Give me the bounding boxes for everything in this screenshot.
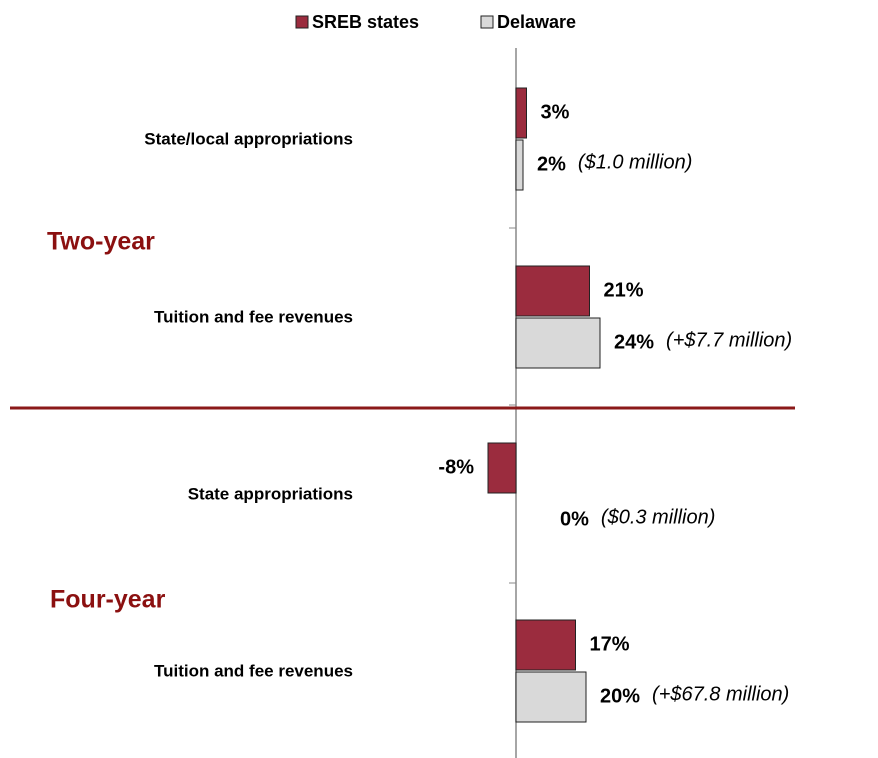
legend-label: SREB states <box>312 12 419 32</box>
value-label: 17% <box>590 633 630 655</box>
group-label: Four-year <box>50 586 166 614</box>
legend-label: Delaware <box>497 12 576 32</box>
category-label: Tuition and fee revenues <box>154 307 353 326</box>
group-label: Two-year <box>47 228 155 256</box>
bar <box>515 139 524 191</box>
category-label: State/local appropriations <box>144 129 353 148</box>
bar <box>515 265 590 317</box>
bar <box>515 317 601 369</box>
value-label: 20% <box>600 685 640 707</box>
bar <box>515 671 587 723</box>
annotation: (+$7.7 million) <box>666 329 792 351</box>
annotation: (+$67.8 million) <box>652 683 789 705</box>
value-label: -8% <box>438 456 474 478</box>
category-label: Tuition and fee revenues <box>154 661 353 680</box>
value-label: 3% <box>541 101 570 123</box>
category-label: State appropriations <box>188 484 353 503</box>
value-label: 21% <box>604 279 644 301</box>
annotation: ($0.3 million) <box>601 506 715 528</box>
bar <box>515 619 576 671</box>
annotation: ($1.0 million) <box>578 151 692 173</box>
value-label: 2% <box>537 153 566 175</box>
legend-swatch <box>295 15 309 29</box>
value-label: 24% <box>614 331 654 353</box>
bar <box>515 87 527 139</box>
legend-swatch <box>480 15 494 29</box>
value-label: 0% <box>560 508 589 530</box>
bar <box>487 442 517 494</box>
